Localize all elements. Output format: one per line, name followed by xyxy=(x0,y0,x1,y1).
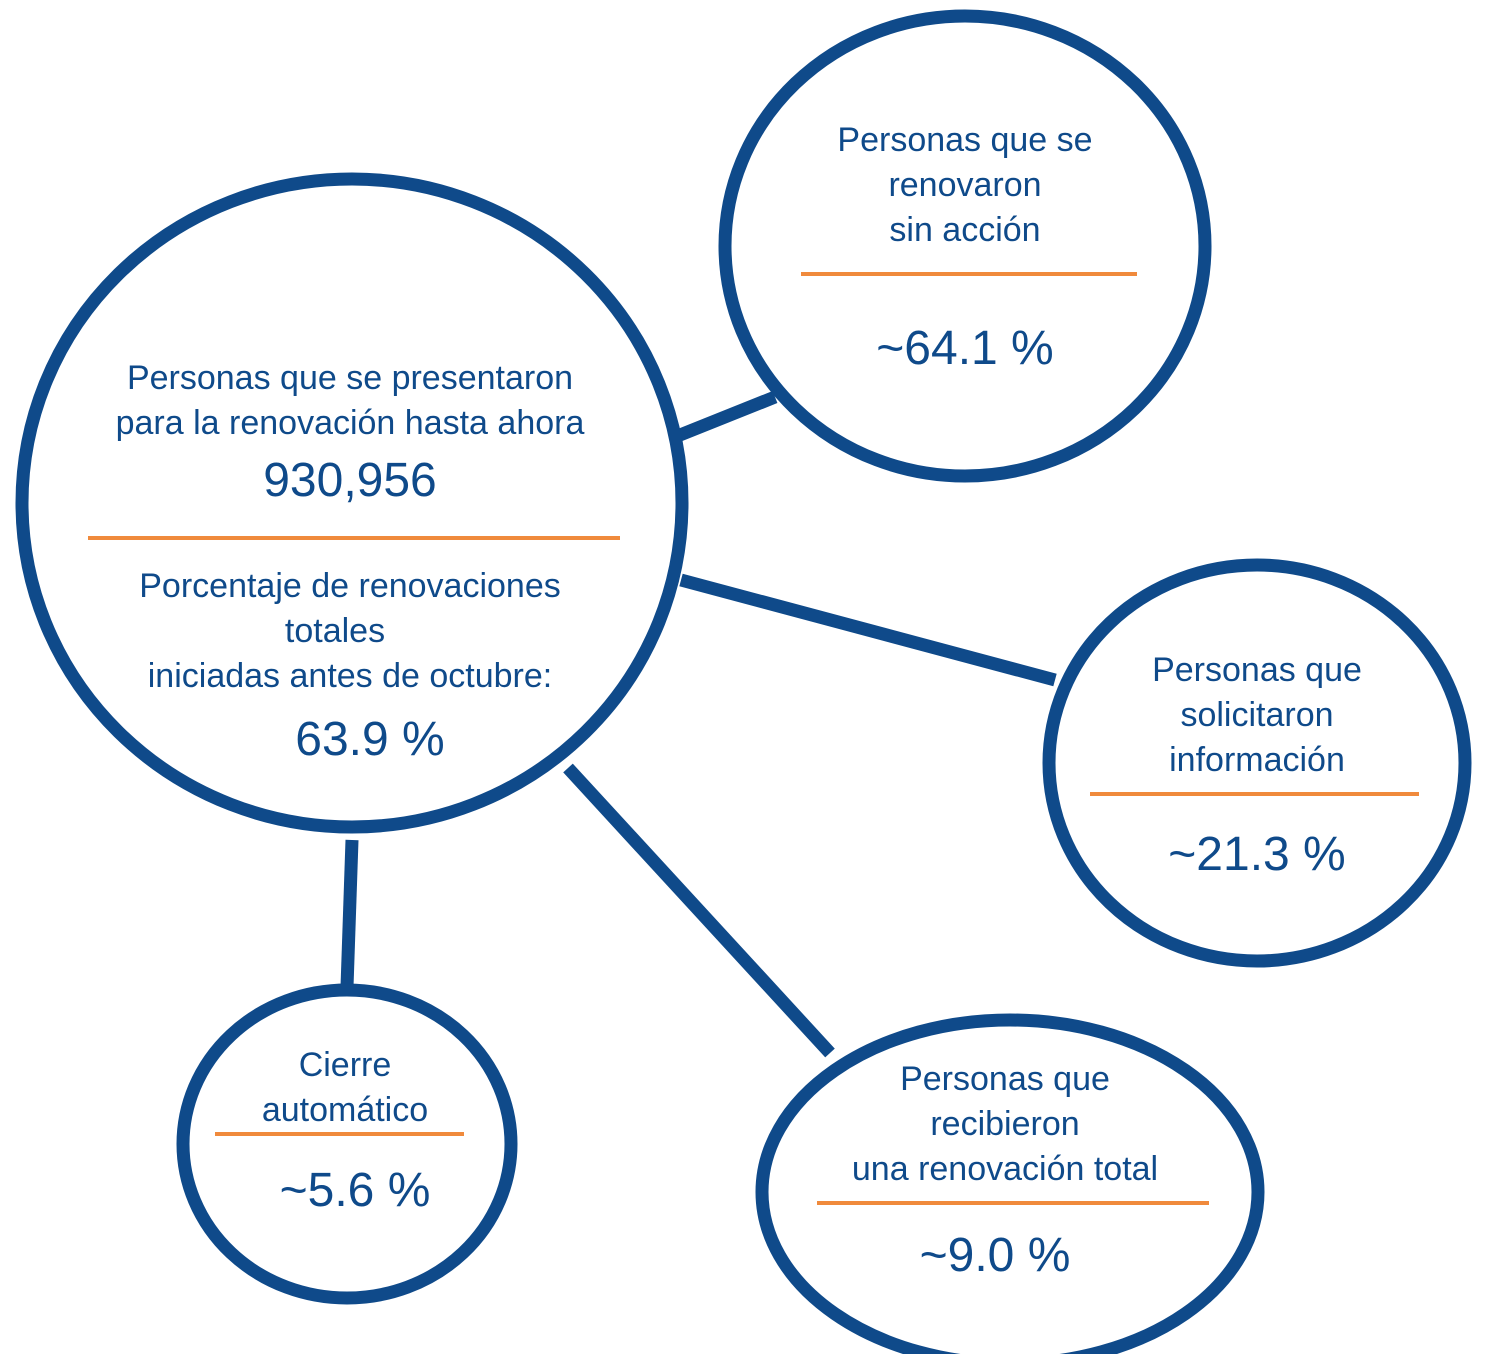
center-pct-line-2: totales xyxy=(284,612,386,650)
informacion-value-wrap: ~21.3 % xyxy=(1077,826,1437,884)
center-line-1: Personas que se presentaron xyxy=(126,359,574,397)
cierre-node: Cierre automático xyxy=(195,1043,495,1133)
connector-sin-accion xyxy=(672,390,778,444)
sin-accion-line-3: sin acción xyxy=(889,211,1041,249)
center-line-2: para la renovación hasta ahora xyxy=(115,404,585,442)
informacion-value: ~21.3 % xyxy=(1168,828,1346,881)
renovacion-total-line-2: recibieron xyxy=(930,1105,1080,1143)
center-divider xyxy=(88,536,620,540)
circle-center xyxy=(15,172,689,834)
informacion-divider xyxy=(1090,792,1419,796)
cierre-divider xyxy=(215,1132,464,1136)
circle-cierre xyxy=(176,983,518,1305)
connector-renovacion-total xyxy=(563,763,835,1058)
informacion-line-1: Personas que xyxy=(1152,651,1362,689)
center-pct-block: Porcentaje de renovaciones totales inici… xyxy=(30,564,670,769)
circle-renovacion-total xyxy=(755,1013,1265,1354)
center-count: 930,956 xyxy=(263,454,437,507)
sin-accion-node: Personas que se renovaron sin acción xyxy=(785,118,1145,253)
informacion-line-2: solicitaron xyxy=(1180,696,1334,734)
circle-sin-accion xyxy=(718,9,1212,483)
renovacion-total-line-1: Personas que xyxy=(900,1060,1110,1098)
renovacion-total-divider xyxy=(817,1201,1209,1205)
cierre-line-1: Cierre xyxy=(298,1046,392,1084)
sin-accion-line-2: renovaron xyxy=(888,166,1042,204)
sin-accion-value: ~64.1 % xyxy=(876,322,1054,375)
informacion-node: Personas que solicitaron información xyxy=(1077,648,1437,783)
cierre-value-wrap: ~5.6 % xyxy=(205,1162,505,1220)
renovacion-total-node: Personas que recibieron una renovación t… xyxy=(825,1057,1185,1192)
center-node: Personas que se presentaron para la reno… xyxy=(30,356,670,510)
center-pct-line-1: Porcentaje de renovaciones xyxy=(139,567,561,605)
sin-accion-value-wrap: ~64.1 % xyxy=(785,320,1145,378)
renovacion-total-value: ~9.0 % xyxy=(919,1229,1071,1282)
sin-accion-divider xyxy=(801,272,1137,276)
renovacion-total-value-wrap: ~9.0 % xyxy=(815,1227,1175,1285)
cierre-line-2: automático xyxy=(261,1091,429,1129)
informacion-line-3: información xyxy=(1169,741,1345,779)
cierre-value: ~5.6 % xyxy=(279,1164,431,1217)
connector-informacion xyxy=(679,573,1057,687)
connector-cierre xyxy=(340,839,359,988)
sin-accion-line-1: Personas que se xyxy=(837,121,1093,159)
center-pct-line-3: iniciadas antes de octubre: xyxy=(147,657,553,695)
circle-informacion xyxy=(1042,558,1472,968)
renovacion-total-line-3: una renovación total xyxy=(851,1150,1159,1188)
center-pct-value: 63.9 % xyxy=(295,713,445,766)
